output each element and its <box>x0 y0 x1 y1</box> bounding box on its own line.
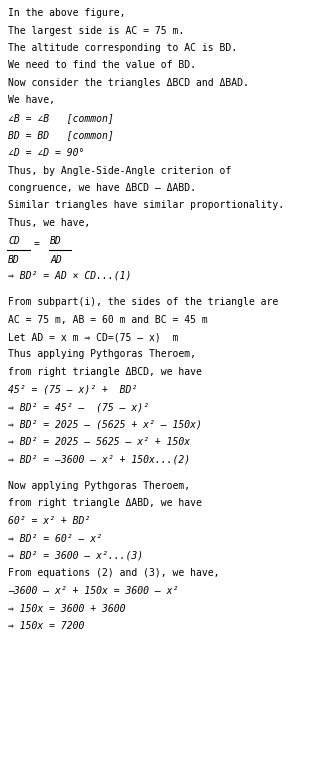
Text: Let AD = x m ⇒ CD=(75 – x)  m: Let AD = x m ⇒ CD=(75 – x) m <box>8 332 178 342</box>
Text: –3600 – x² + 150x = 3600 – x²: –3600 – x² + 150x = 3600 – x² <box>8 586 178 596</box>
Text: ⇒ BD² = 2025 – 5625 – x² + 150x: ⇒ BD² = 2025 – 5625 – x² + 150x <box>8 437 190 447</box>
Text: We need to find the value of BD.: We need to find the value of BD. <box>8 60 196 70</box>
Text: congruence, we have ΔBCD – ΔABD.: congruence, we have ΔBCD – ΔABD. <box>8 183 196 193</box>
Text: ⇒ BD² = –3600 – x² + 150x...(2): ⇒ BD² = –3600 – x² + 150x...(2) <box>8 454 190 464</box>
Text: AC = 75 m, AB = 60 m and BC = 45 m: AC = 75 m, AB = 60 m and BC = 45 m <box>8 315 208 325</box>
Text: CD: CD <box>8 235 20 245</box>
Text: ⇒ BD² = 3600 – x²...(3): ⇒ BD² = 3600 – x²...(3) <box>8 551 143 561</box>
Text: From equations (2) and (3), we have,: From equations (2) and (3), we have, <box>8 568 219 578</box>
Text: Thus, we have,: Thus, we have, <box>8 218 90 228</box>
Text: Similar triangles have similar proportionality.: Similar triangles have similar proportio… <box>8 200 284 210</box>
Text: BD: BD <box>8 254 20 264</box>
Text: ∠B = ∠B   [common]: ∠B = ∠B [common] <box>8 113 114 123</box>
Text: =: = <box>34 239 40 249</box>
Text: ⇒ 150x = 3600 + 3600: ⇒ 150x = 3600 + 3600 <box>8 604 125 614</box>
Text: from right triangle ΔBCD, we have: from right triangle ΔBCD, we have <box>8 367 202 377</box>
Text: 60² = x² + BD²: 60² = x² + BD² <box>8 516 90 526</box>
Text: In the above figure,: In the above figure, <box>8 8 125 18</box>
Text: Now consider the triangles ΔBCD and ΔBAD.: Now consider the triangles ΔBCD and ΔBAD… <box>8 78 249 88</box>
Text: ⇒ BD² = AD × CD...(1): ⇒ BD² = AD × CD...(1) <box>8 271 131 281</box>
Text: BD = BD   [common]: BD = BD [common] <box>8 130 114 140</box>
Text: BD: BD <box>50 235 62 245</box>
Text: ⇒ 150x = 7200: ⇒ 150x = 7200 <box>8 621 84 631</box>
Text: We have,: We have, <box>8 96 55 106</box>
Text: The altitude corresponding to AC is BD.: The altitude corresponding to AC is BD. <box>8 43 237 53</box>
Text: ∠D = ∠D = 90°: ∠D = ∠D = 90° <box>8 148 84 158</box>
Text: Thus, by Angle-Side-Angle criterion of: Thus, by Angle-Side-Angle criterion of <box>8 166 231 176</box>
Text: From subpart(i), the sides of the triangle are: From subpart(i), the sides of the triang… <box>8 297 278 307</box>
Text: ⇒ BD² = 60² – x²: ⇒ BD² = 60² – x² <box>8 534 102 544</box>
Text: The largest side is AC = 75 m.: The largest side is AC = 75 m. <box>8 25 184 35</box>
Text: Thus applying Pythgoras Theroem,: Thus applying Pythgoras Theroem, <box>8 349 196 359</box>
Text: AD: AD <box>50 254 62 264</box>
Text: ⇒ BD² = 45² –  (75 – x)²: ⇒ BD² = 45² – (75 – x)² <box>8 402 149 412</box>
Text: 45² = (75 – x)² +  BD²: 45² = (75 – x)² + BD² <box>8 385 137 395</box>
Text: ⇒ BD² = 2025 – (5625 + x² – 150x): ⇒ BD² = 2025 – (5625 + x² – 150x) <box>8 419 202 429</box>
Text: from right triangle ΔABD, we have: from right triangle ΔABD, we have <box>8 499 202 509</box>
Text: Now applying Pythgoras Theroem,: Now applying Pythgoras Theroem, <box>8 481 190 491</box>
